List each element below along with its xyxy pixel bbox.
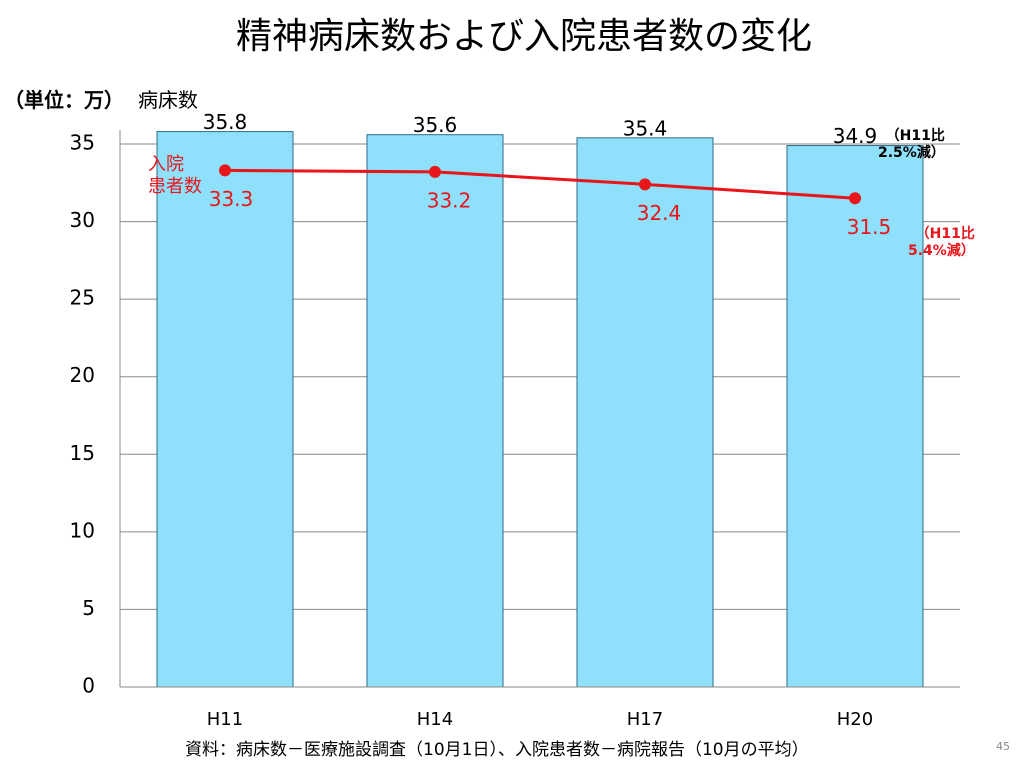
line-point bbox=[219, 164, 231, 177]
y-tick-label: 30 bbox=[70, 208, 95, 232]
line-value-label: 33.2 bbox=[427, 188, 472, 212]
bar-value-label: 34.9 bbox=[833, 124, 878, 148]
line-value-label: 31.5 bbox=[847, 215, 892, 239]
x-tick-label: H14 bbox=[417, 709, 453, 730]
line-series-name: 入院 患者数 bbox=[148, 154, 202, 197]
y-tick-label: 25 bbox=[70, 286, 95, 310]
annotation: （H11比 2.5%減） bbox=[878, 128, 945, 161]
y-tick-label: 35 bbox=[70, 131, 95, 155]
y-tick-label: 10 bbox=[70, 518, 95, 542]
line-point bbox=[639, 178, 651, 191]
bar bbox=[366, 134, 504, 688]
line-point bbox=[849, 192, 861, 205]
annotation: （H11比 5.4%減） bbox=[908, 226, 975, 259]
bar bbox=[786, 145, 924, 688]
source-note: 資料：病床数－医療施設調査（10月1日）、入院患者数－病院報告（10月の平均） bbox=[185, 740, 809, 760]
bar bbox=[156, 131, 294, 688]
bar-series-name: 病床数 bbox=[138, 88, 198, 112]
line-value-label: 32.4 bbox=[637, 201, 682, 225]
line-value-label: 33.3 bbox=[209, 187, 254, 211]
page-number: 45 bbox=[996, 740, 1010, 753]
unit-label: （単位：万） bbox=[4, 88, 124, 112]
line-point bbox=[429, 165, 441, 178]
line bbox=[224, 168, 856, 200]
y-tick-label: 0 bbox=[82, 674, 95, 698]
bar bbox=[576, 137, 714, 688]
chart-title: 精神病床数および入院患者数の変化 bbox=[236, 16, 812, 57]
bar-value-label: 35.4 bbox=[623, 116, 668, 140]
y-tick-label: 20 bbox=[70, 363, 95, 387]
bar-value-label: 35.6 bbox=[413, 113, 458, 137]
y-tick-label: 15 bbox=[70, 441, 95, 465]
bar-value-label: 35.8 bbox=[203, 110, 248, 134]
x-tick-label: H11 bbox=[207, 709, 243, 730]
x-tick-label: H17 bbox=[627, 709, 663, 730]
x-tick-label: H20 bbox=[837, 709, 873, 730]
y-tick-label: 5 bbox=[82, 596, 95, 620]
